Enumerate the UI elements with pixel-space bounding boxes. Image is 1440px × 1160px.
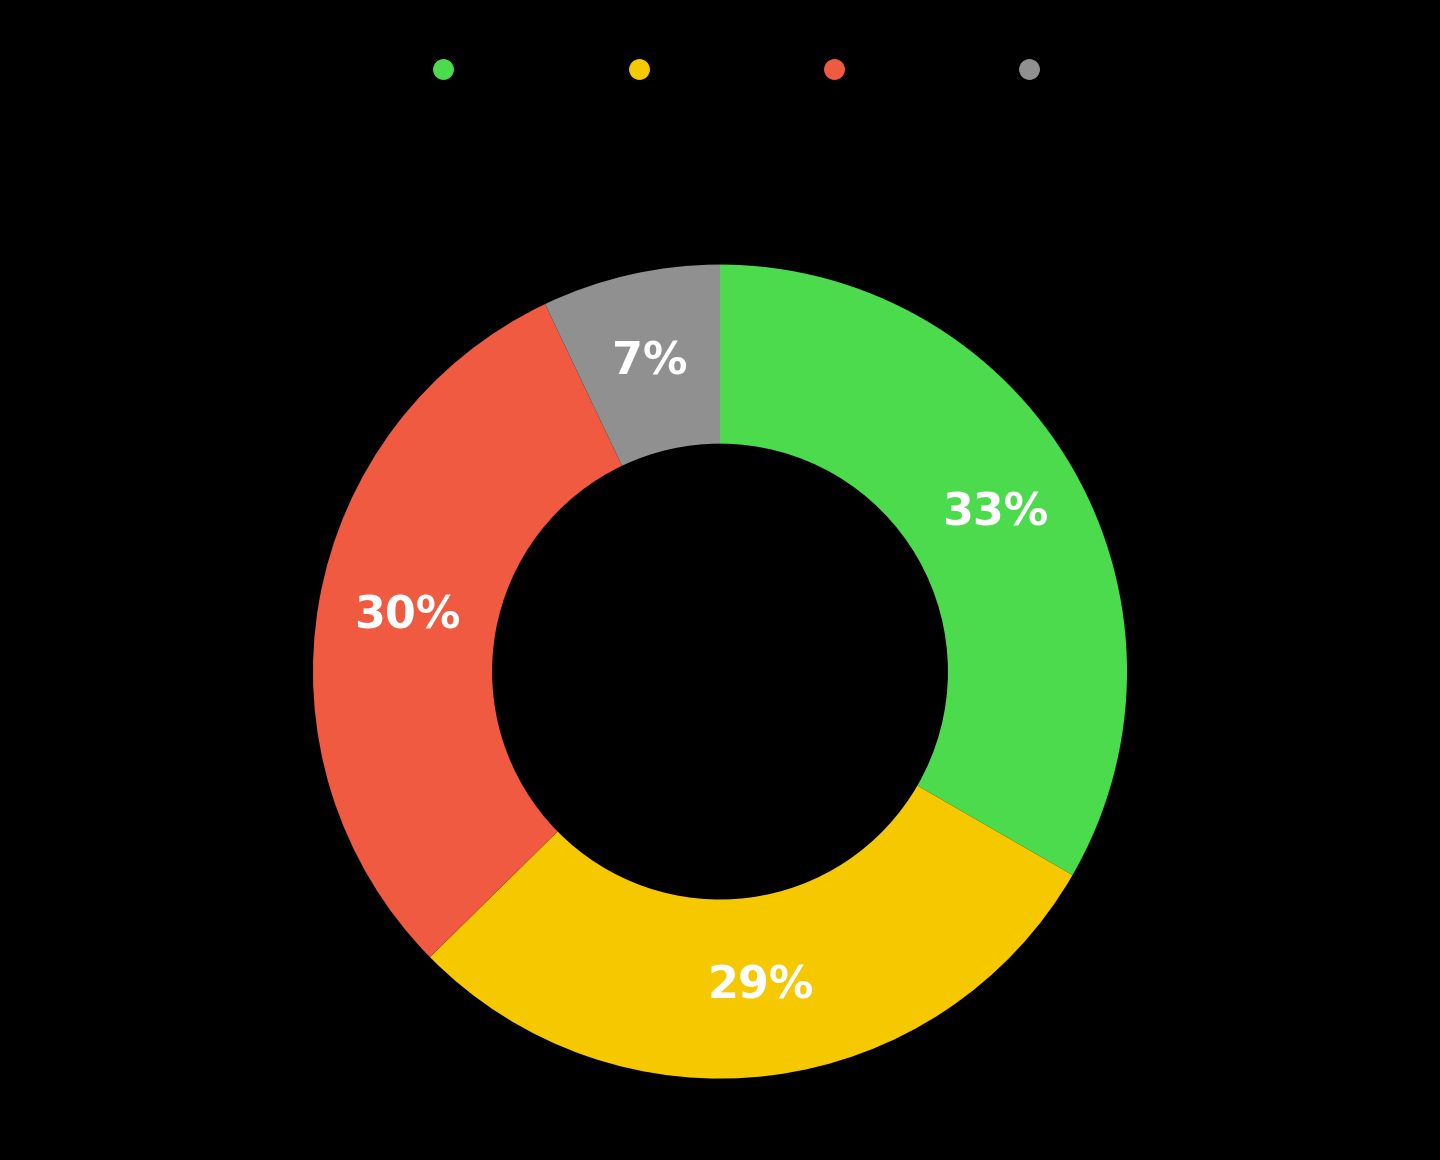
Wedge shape: [720, 264, 1128, 875]
Wedge shape: [312, 304, 622, 957]
Text: 30%: 30%: [354, 595, 461, 638]
Text: 29%: 29%: [707, 965, 814, 1008]
Wedge shape: [431, 785, 1073, 1079]
Text: 7%: 7%: [612, 340, 688, 384]
Text: 🇺🇸: 🇺🇸: [660, 623, 780, 720]
Text: 33%: 33%: [942, 492, 1048, 535]
Wedge shape: [546, 264, 720, 466]
